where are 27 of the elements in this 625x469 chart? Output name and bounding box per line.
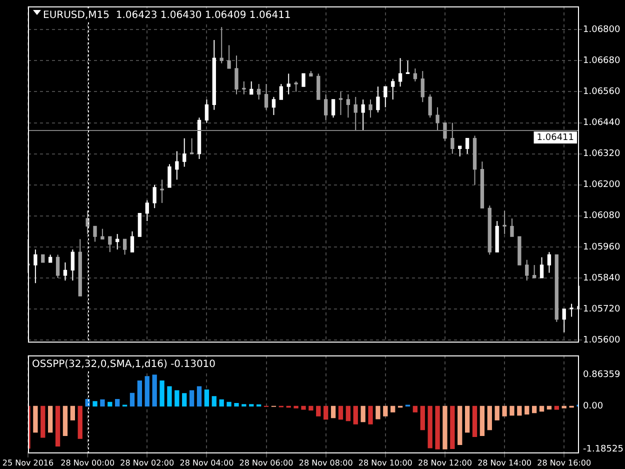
x-tick-label: 28 Nov 04:00: [180, 458, 234, 468]
y-tick-label: 0.00: [583, 402, 604, 412]
x-tick-label: 28 Nov 08:00: [298, 458, 353, 468]
chart-title: OSSPP(32,32,0,SMA,1,d16) -0.13010: [32, 358, 216, 370]
y-tick-label: 1.06200: [583, 180, 620, 190]
y-tick-label: 1.06440: [583, 118, 620, 128]
x-tick-label: 28 Nov 14:00: [478, 458, 532, 468]
x-tick-label: 28 Nov 00:00: [60, 458, 115, 468]
y-tick-label: 1.06080: [583, 211, 620, 222]
x-tick-label: 28 Nov 02:00: [120, 458, 174, 468]
y-tick-label: 1.06800: [583, 25, 620, 36]
y-tick-label: 0.86359: [583, 370, 620, 380]
y-tick-label: -1.18525: [583, 444, 624, 455]
y-tick-label: 1.06560: [583, 87, 620, 98]
x-tick-label: 28 Nov 06:00: [239, 458, 294, 468]
x-tick-label: 25 Nov 2016: [2, 458, 54, 468]
y-tick-label: 1.05720: [583, 304, 620, 314]
y-tick-label: 1.06680: [583, 56, 620, 66]
chart-title: EURUSD,M15 1.06423 1.06430 1.06409 1.06411: [43, 10, 291, 21]
y-tick-label: 1.06320: [583, 149, 620, 160]
x-tick-label: 28 Nov 10:00: [358, 458, 412, 468]
y-tick-label: 1.05600: [583, 335, 620, 346]
y-tick-label: 1.05960: [583, 242, 620, 252]
ref-line-label: 1.06411: [536, 132, 574, 143]
y-tick-label: 1.05840: [583, 273, 620, 284]
x-tick-label: 28 Nov 16:00: [537, 458, 592, 468]
x-tick-label: 28 Nov 12:00: [418, 458, 472, 468]
